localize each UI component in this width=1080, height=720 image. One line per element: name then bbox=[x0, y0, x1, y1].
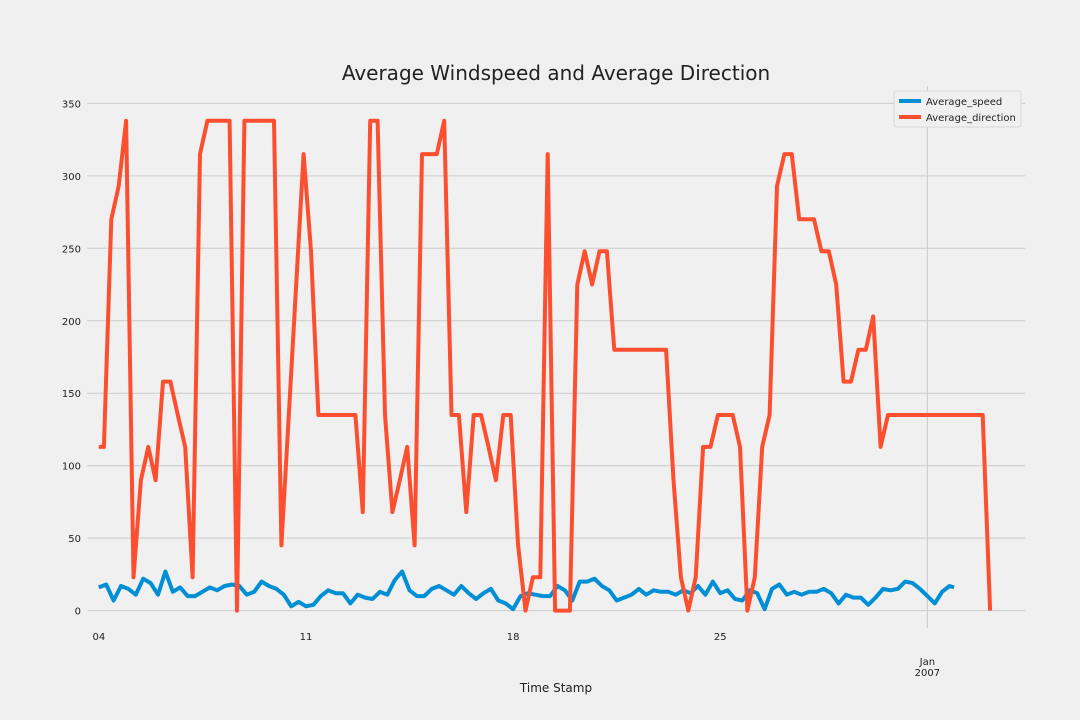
x-tick-label: 11 bbox=[300, 632, 313, 643]
y-tick-label: 350 bbox=[62, 99, 81, 110]
x-tick-sublabel: 2007 bbox=[915, 668, 940, 679]
legend-label: Average_speed bbox=[926, 97, 1002, 108]
x-axis-label: Time Stamp bbox=[519, 681, 592, 695]
x-tick-label: 25 bbox=[714, 632, 727, 643]
y-tick-label: 100 bbox=[62, 462, 81, 473]
y-tick-label: 0 bbox=[75, 607, 81, 618]
y-tick-label: 200 bbox=[62, 317, 81, 328]
series-layer bbox=[98, 118, 993, 613]
x-tick-label: 18 bbox=[507, 632, 520, 643]
legend: Average_speed Average_direction bbox=[893, 90, 1022, 128]
legend-box bbox=[893, 90, 1022, 128]
chart-title: Average Windspeed and Average Direction bbox=[342, 61, 770, 85]
x-tick-label: Jan bbox=[919, 657, 935, 668]
y-tick-label: 300 bbox=[62, 172, 81, 183]
x-tick-label: 04 bbox=[92, 632, 105, 643]
y-tick-label: 150 bbox=[62, 389, 81, 400]
y-tick-label: 50 bbox=[68, 534, 81, 545]
y-tick-label: 250 bbox=[62, 244, 81, 255]
series-line-2 bbox=[98, 118, 993, 613]
y-tick-labels: 0 50 100 150 200 250 300 350 bbox=[62, 99, 81, 617]
legend-label: Average_direction bbox=[926, 113, 1016, 124]
